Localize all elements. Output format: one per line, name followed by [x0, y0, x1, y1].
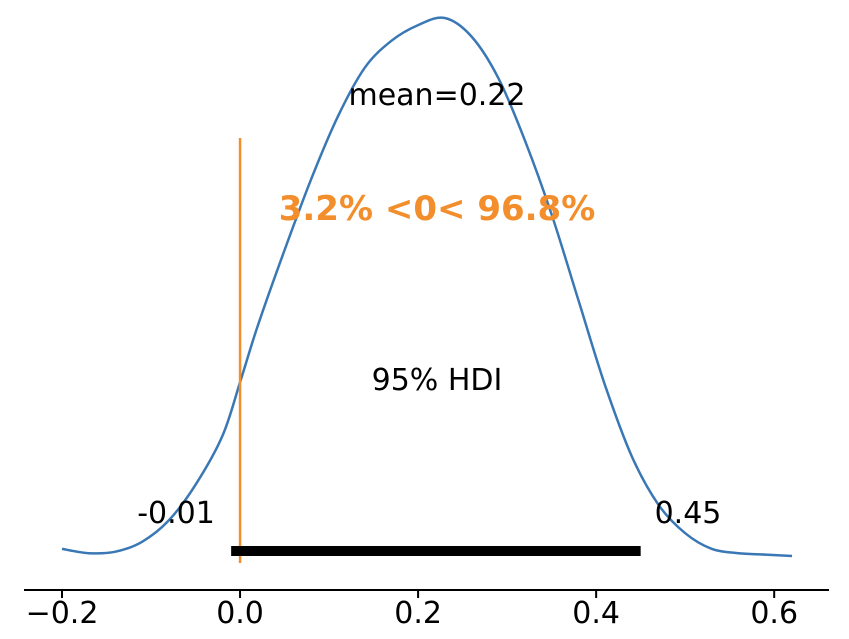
hdi-label: 95% HDI	[372, 363, 503, 398]
x-tick-label: 0.6	[750, 596, 798, 631]
hdi-high-label: 0.45	[655, 496, 722, 531]
density-curve	[61, 16, 793, 558]
mean-label: mean=0.22	[348, 78, 525, 113]
x-tick-label: −0.2	[26, 596, 99, 631]
density-curve-layer	[61, 16, 793, 558]
hdi-low-label: -0.01	[137, 496, 215, 531]
x-tick-label: 0.4	[572, 596, 620, 631]
x-tick-label: 0.2	[394, 596, 442, 631]
x-tick-label: 0.0	[216, 596, 264, 631]
reference-value-label: 3.2% <0< 96.8%	[279, 189, 596, 229]
x-axis: −0.2 0.0 0.2 0.4 0.6	[24, 589, 829, 631]
